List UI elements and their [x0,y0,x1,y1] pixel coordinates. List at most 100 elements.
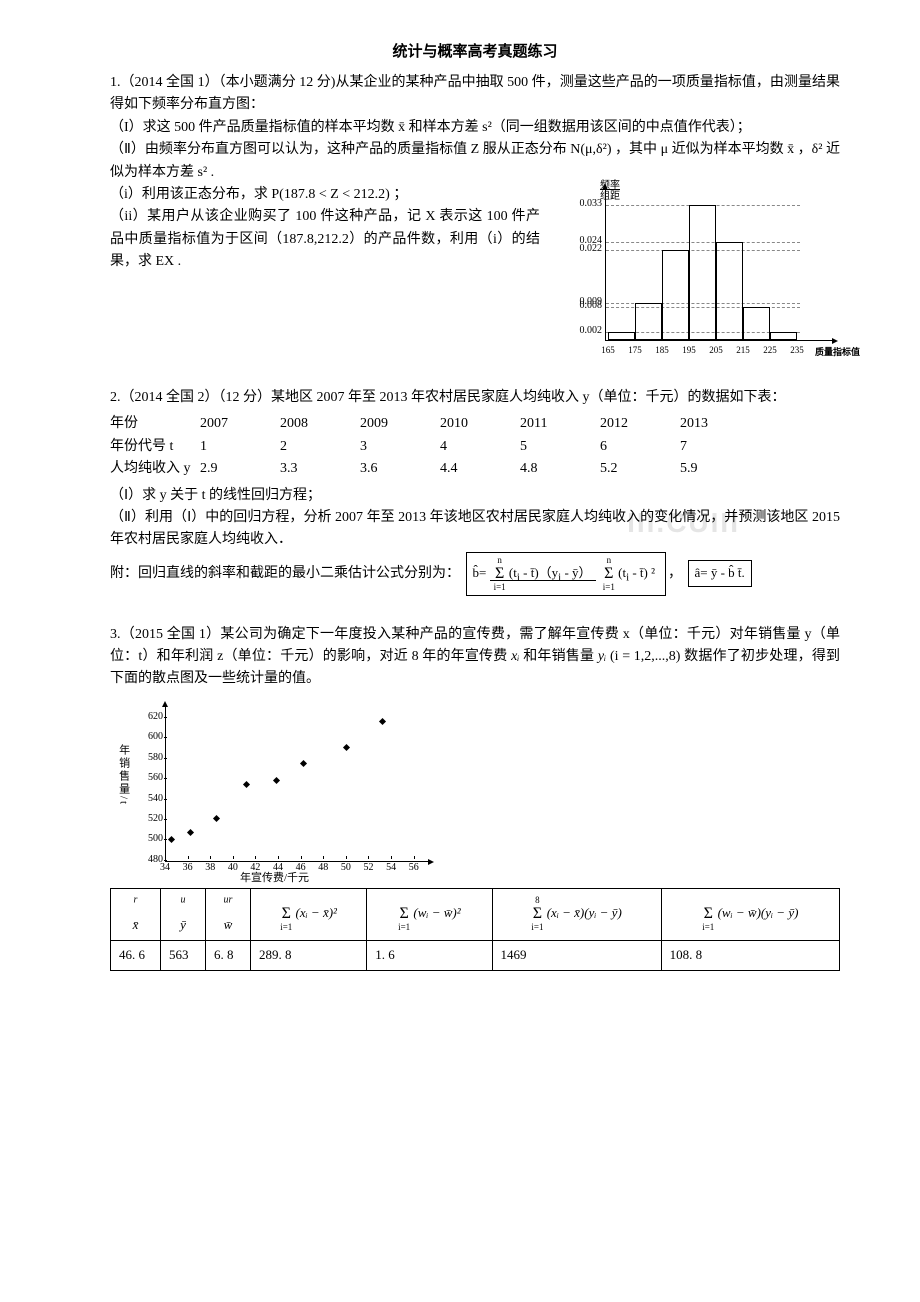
question-3: 3.（2015 全国 1）某公司为确定下一年度投入某种产品的宣传费，需了解年宣传… [110,624,840,971]
q3-intro-b: 和年销售量 [520,649,598,664]
table-cell: 5.9 [680,458,760,480]
scatter-ytick: 480 [135,852,163,868]
histogram-xtick: 165 [601,343,615,357]
table-cell: 4.8 [520,458,600,480]
scatter-xtick: 52 [363,860,373,876]
histogram-xtick: 225 [763,343,777,357]
histogram-xtick: 235 [790,343,804,357]
table-row: 人均纯收入 y 2.9 3.3 3.6 4.4 4.8 5.2 5.9 [110,458,840,480]
histogram-xtick: 205 [709,343,723,357]
table-header: 年份代号 t [110,436,200,458]
scatter-point [273,777,280,784]
scatter-xtick: 40 [228,860,238,876]
question-2: 2.（2014 全国 2）（12 分）某地区 2007 年至 2013 年农村居… [110,387,840,596]
q2-appendix: 附：回归直线的斜率和截距的最小二乘估计公式分别为： b̂= nΣi=1 Σ (t… [110,552,840,596]
histogram-bar [608,332,635,340]
table-cell: 108. 8 [661,940,839,970]
scatter-ytick: 500 [135,831,163,847]
formula-a-hat: â= ȳ - b̂ t̄. [688,560,752,587]
q2-p2: （Ⅱ）利用（Ⅰ）中的回归方程，分析 2007 年至 2013 年该地区农村居民家… [110,507,840,552]
q2-data-table: 年份 2007 2008 2009 2010 2011 2012 2013 年份… [110,413,840,480]
scatter-ytick: 600 [135,729,163,745]
histogram-xtick: 215 [736,343,750,357]
scatter-point [343,744,350,751]
table-cell: 2008 [280,413,360,435]
scatter-ytick: 520 [135,811,163,827]
table-cell: 2011 [520,413,600,435]
stats-table: rx̄ uȳ urw̄ Σi=1 (xᵢ − x̄)² Σi=1 (wᵢ − w… [110,888,840,971]
histogram-ylabel: 频率组距 [600,180,620,202]
table-row: 年份代号 t 1 2 3 4 5 6 7 [110,436,840,458]
table-cell: 6. 8 [206,940,251,970]
scatter-xtick: 36 [183,860,193,876]
scatter-point [243,781,250,788]
histogram-bar [770,332,797,340]
histogram-bar [716,242,743,340]
table-cell: 7 [680,436,760,458]
scatter-xtick: 56 [409,860,419,876]
scatter-point [379,718,386,725]
table-cell: 5 [520,436,600,458]
scatter-point [213,815,220,822]
scatter-ytick: 620 [135,709,163,725]
scatter-point [168,836,175,843]
table-cell: 46. 6 [111,940,161,970]
table-cell: 1469 [492,940,661,970]
table-cell: 1 [200,436,280,458]
table-header: Σi=1 (xᵢ − x̄)² [251,888,367,940]
table-cell: 5.2 [600,458,680,480]
histogram-xlabel: 质量指标值 [815,345,860,359]
q3-xi: xᵢ [511,649,519,664]
q2-intro: 2.（2014 全国 2）（12 分）某地区 2007 年至 2013 年农村居… [110,387,840,409]
scatter-point [187,829,194,836]
table-header: uȳ [161,888,206,940]
table-cell: 1. 6 [367,940,492,970]
table-cell: 2009 [360,413,440,435]
histogram-bar [635,303,662,340]
q3-intro: 3.（2015 全国 1）某公司为确定下一年度投入某种产品的宣传费，需了解年宣传… [110,624,840,691]
q1-part1: （I）求这 500 件产品质量指标值的样本平均数 x̄ 和样本方差 s²（同一组… [110,117,840,139]
histogram-ytick: 0.002 [560,323,602,339]
table-cell: 4 [440,436,520,458]
formula-b-hat: b̂= nΣi=1 Σ (tᵢ - t̄)（yᵢ - ȳ）(ti - t̄)（y… [466,552,667,596]
scatter-xtick: 46 [296,860,306,876]
table-cell: 2 [280,436,360,458]
scatter-ytick: 580 [135,750,163,766]
scatter-xtick: 44 [273,860,283,876]
q1-part2: （Ⅱ）由频率分布直方图可以认为，这种产品的质量指标值 Z 服从正态分布 N(μ,… [110,139,840,184]
table-cell: 2010 [440,413,520,435]
table-header: urw̄ [206,888,251,940]
table-header: 8Σi=1 (xᵢ − x̄)(yᵢ − ȳ) [492,888,661,940]
histogram-bar [689,205,716,340]
scatter-point [300,760,307,767]
scatter-xtick: 50 [341,860,351,876]
q1-intro: 1.（2014 全国 1）（本小题满分 12 分)从某企业的某种产品中抽取 50… [110,72,840,117]
table-cell: 6 [600,436,680,458]
scatter-xtick: 54 [386,860,396,876]
question-1: 1.（2014 全国 1）（本小题满分 12 分)从某企业的某种产品中抽取 50… [110,72,840,359]
table-cell: 3.3 [280,458,360,480]
table-cell: 2013 [680,413,760,435]
table-row: 年份 2007 2008 2009 2010 2011 2012 2013 [110,413,840,435]
table-header: rx̄ [111,888,161,940]
table-cell: 289. 8 [251,940,367,970]
table-cell: 4.4 [440,458,520,480]
scatter-ytick: 540 [135,791,163,807]
table-cell: 2007 [200,413,280,435]
table-row: rx̄ uȳ urw̄ Σi=1 (xᵢ − x̄)² Σi=1 (wᵢ − w… [111,888,840,940]
scatter-plot: 年销售量/t年宣传费/千元480500520540560580600620343… [110,699,440,884]
histogram-ytick: 0.024 [560,233,602,249]
scatter-xtick: 48 [318,860,328,876]
table-cell: 3.6 [360,458,440,480]
histogram-bar [662,250,689,340]
table-cell: 2012 [600,413,680,435]
table-header: Σi=1 (wᵢ − w̄)(yᵢ − ȳ) [661,888,839,940]
table-cell: 2.9 [200,458,280,480]
page-title: 统计与概率高考真题练习 [110,40,840,64]
histogram-xtick: 175 [628,343,642,357]
table-cell: 563 [161,940,206,970]
histogram-xtick: 195 [682,343,696,357]
histogram-figure: 频率组距0.0020.0080.0090.0220.0240.033165175… [550,184,840,359]
table-cell: 3 [360,436,440,458]
scatter-ylabel: 年销售量/t [114,744,132,806]
